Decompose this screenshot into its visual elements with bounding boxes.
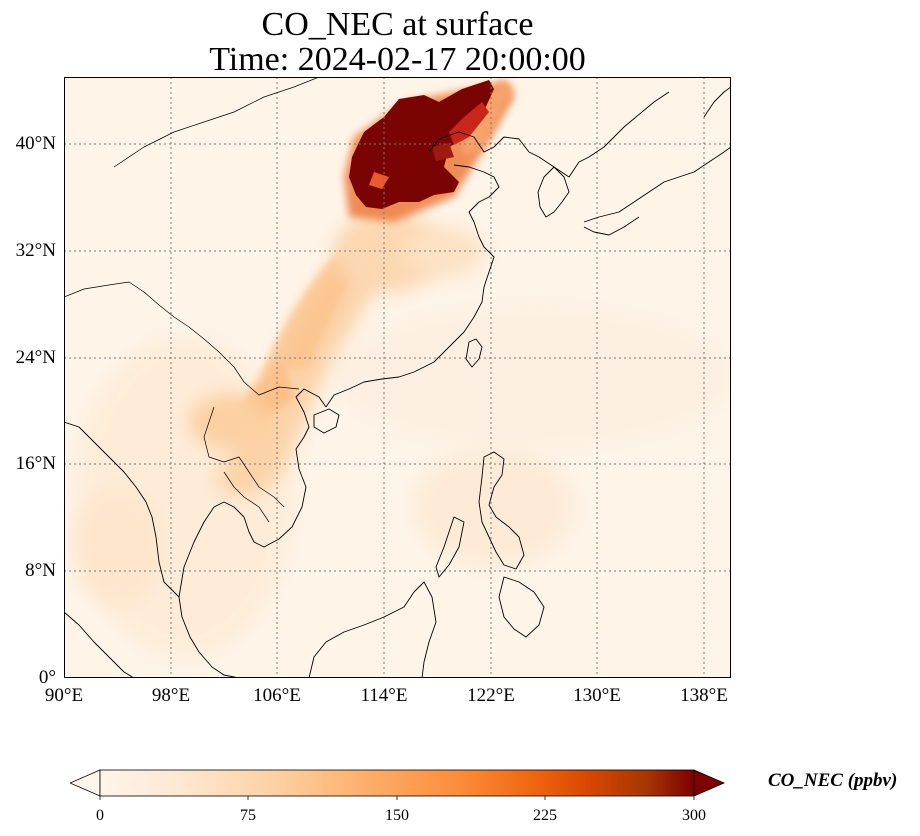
lat-tick-8: 8°N bbox=[25, 560, 56, 581]
map-subtitle-time: Time: 2024-02-17 20:00:00 bbox=[209, 41, 586, 78]
lon-tick-90: 90°E bbox=[44, 685, 84, 706]
colorbar-tick-0: 0 bbox=[96, 807, 104, 824]
map-frame bbox=[64, 77, 731, 678]
colorbar-gradient bbox=[100, 770, 694, 796]
colorbar-extend-max bbox=[693, 769, 726, 797]
gridlines bbox=[64, 77, 731, 678]
map-canvas bbox=[63, 76, 732, 679]
colorbar-tick-150: 150 bbox=[385, 807, 409, 824]
lat-tick-40: 40°N bbox=[15, 133, 56, 154]
lon-tick-122: 122°E bbox=[467, 685, 515, 706]
map-title: CO_NEC at surface bbox=[261, 6, 534, 43]
lat-tick-16: 16°N bbox=[15, 453, 56, 474]
colorbar-tick-225: 225 bbox=[533, 807, 557, 824]
lat-tick-24: 24°N bbox=[15, 347, 56, 368]
lon-tick-130: 130°E bbox=[573, 685, 621, 706]
lon-tick-106: 106°E bbox=[253, 685, 301, 706]
colorbar bbox=[70, 769, 726, 800]
lon-tick-138: 138°E bbox=[680, 685, 728, 706]
colorbar-extend-min bbox=[70, 769, 101, 797]
concentration-field bbox=[74, 79, 731, 657]
lat-tick-0: 0° bbox=[38, 667, 56, 688]
lat-tick-32: 32°N bbox=[15, 240, 56, 261]
lon-tick-114: 114°E bbox=[360, 685, 408, 706]
map-panel bbox=[63, 76, 732, 679]
lon-tick-98: 98°E bbox=[151, 685, 191, 706]
coastlines bbox=[63, 76, 732, 679]
colorbar-tick-75: 75 bbox=[240, 807, 256, 824]
colorbar-tick-300: 300 bbox=[682, 807, 706, 824]
colorbar-label: CO_NEC (ppbv) bbox=[768, 770, 898, 791]
